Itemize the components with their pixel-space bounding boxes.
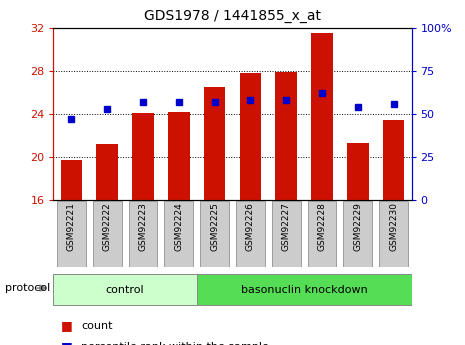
Bar <box>60 160 82 200</box>
FancyBboxPatch shape <box>197 274 412 305</box>
Text: GSM92222: GSM92222 <box>103 202 112 251</box>
Text: control: control <box>106 285 145 295</box>
Text: GSM92226: GSM92226 <box>246 202 255 251</box>
Text: percentile rank within the sample: percentile rank within the sample <box>81 342 269 345</box>
Text: GSM92221: GSM92221 <box>67 202 76 251</box>
Bar <box>311 33 333 200</box>
Bar <box>168 112 190 200</box>
FancyBboxPatch shape <box>57 201 86 267</box>
Text: protocol: protocol <box>5 283 50 293</box>
Bar <box>275 72 297 200</box>
Text: ■: ■ <box>60 319 72 333</box>
Text: GSM92223: GSM92223 <box>139 202 147 251</box>
Bar <box>239 73 261 200</box>
FancyBboxPatch shape <box>236 201 265 267</box>
FancyBboxPatch shape <box>129 201 157 267</box>
Text: ■: ■ <box>60 340 72 345</box>
FancyBboxPatch shape <box>53 274 197 305</box>
FancyBboxPatch shape <box>165 201 193 267</box>
Text: GSM92227: GSM92227 <box>282 202 291 251</box>
Text: GSM92229: GSM92229 <box>353 202 362 251</box>
Text: GSM92224: GSM92224 <box>174 202 183 251</box>
FancyBboxPatch shape <box>272 201 300 267</box>
Bar <box>383 120 405 200</box>
Text: basonuclin knockdown: basonuclin knockdown <box>241 285 367 295</box>
Text: count: count <box>81 321 113 331</box>
FancyBboxPatch shape <box>344 201 372 267</box>
Text: GSM92225: GSM92225 <box>210 202 219 251</box>
FancyBboxPatch shape <box>379 201 408 267</box>
Bar <box>347 143 369 200</box>
Text: GSM92228: GSM92228 <box>318 202 326 251</box>
Bar <box>132 113 154 200</box>
FancyBboxPatch shape <box>93 201 121 267</box>
Bar <box>96 144 118 200</box>
Text: GDS1978 / 1441855_x_at: GDS1978 / 1441855_x_at <box>144 9 321 23</box>
FancyBboxPatch shape <box>308 201 336 267</box>
Text: GSM92230: GSM92230 <box>389 202 398 251</box>
Bar <box>204 87 226 200</box>
FancyBboxPatch shape <box>200 201 229 267</box>
